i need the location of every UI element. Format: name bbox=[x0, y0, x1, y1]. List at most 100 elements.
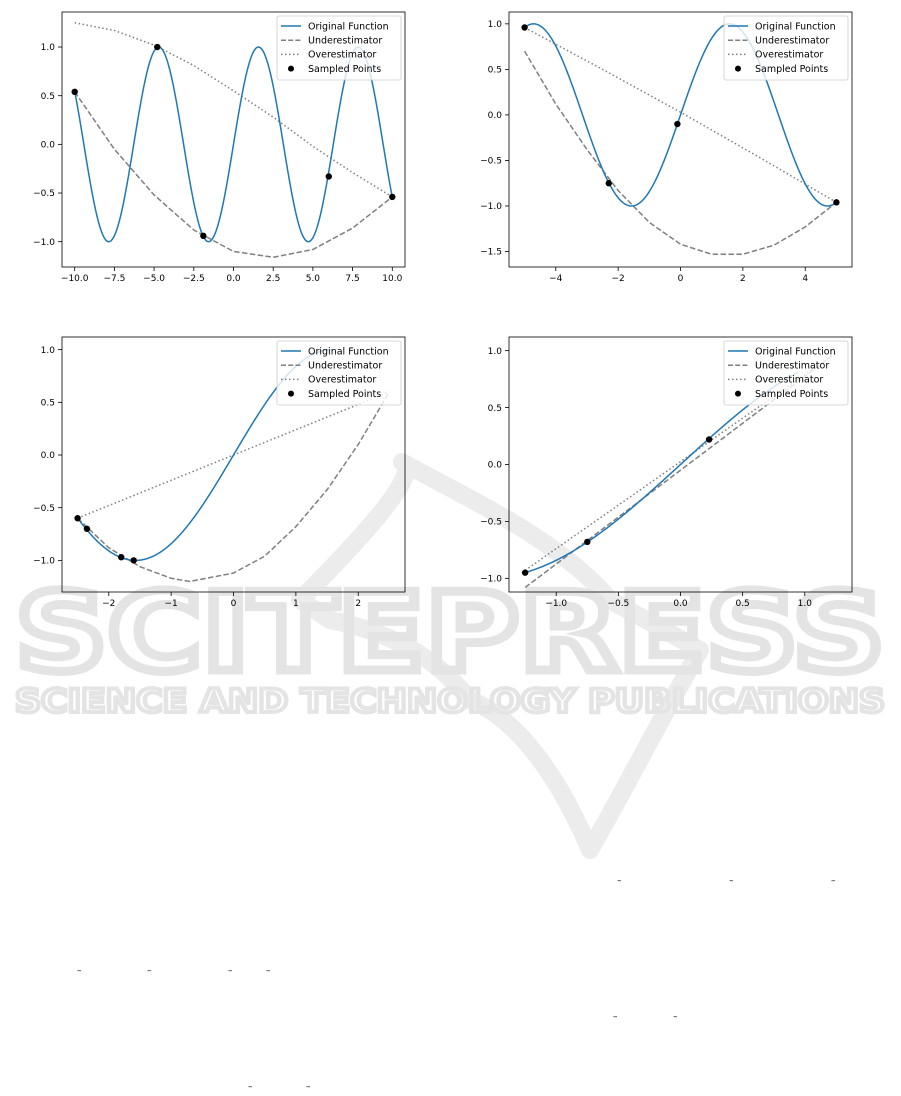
x-tick-label: 0 bbox=[678, 274, 684, 284]
sampled-point bbox=[833, 199, 840, 206]
plot-frame bbox=[61, 336, 406, 593]
legend-label: Sampled Points bbox=[755, 64, 828, 75]
legend-label: Underestimator bbox=[755, 361, 829, 372]
x-tick-label: −10.0 bbox=[61, 274, 89, 284]
legend-label: Overestimator bbox=[755, 50, 823, 61]
y-tick-label: 1.0 bbox=[41, 43, 56, 53]
x-tick-label: −5.0 bbox=[143, 274, 165, 284]
x-tick-label: −1.0 bbox=[545, 599, 567, 609]
sampled-point bbox=[674, 120, 681, 128]
y-tick-label: 0.0 bbox=[488, 111, 503, 121]
underestimator-line bbox=[77, 391, 391, 583]
legend-box bbox=[276, 340, 402, 406]
legend-label: Overestimator bbox=[308, 50, 376, 61]
x-tick-label: 1.0 bbox=[798, 599, 813, 609]
x-tick-label: 2.5 bbox=[266, 274, 280, 284]
x-tick-label: 0 bbox=[231, 599, 237, 609]
y-tick-label: −1.0 bbox=[33, 557, 55, 567]
y-tick-label: −1.0 bbox=[33, 238, 55, 248]
y-tick-label: 0.0 bbox=[41, 451, 56, 461]
sampled-point bbox=[521, 569, 529, 576]
chart-sin-range-5: −4 −2 0 2 4 −1.5 −1.0 −0.5 0.0 0.5 1.0 Original Fun… bbox=[480, 11, 853, 284]
chart-sin-range-10: −10.0 −7.5 −5.0 −2.5 0.0 2.5 5.0 7.5 10.0 −1.0 −0.… bbox=[33, 11, 406, 284]
sampled-point bbox=[130, 557, 137, 564]
x-tick-label: −2 bbox=[102, 599, 115, 609]
y-tick-label: 0.5 bbox=[41, 399, 55, 409]
text-mark: – bbox=[729, 876, 734, 886]
y-tick-label: 0.5 bbox=[41, 92, 55, 102]
chart-sin-range-1-25: −1.0 −0.5 0.0 0.5 1.0 −1.0 −0.5 0.0 0.5 1.0 Origin… bbox=[480, 336, 853, 609]
plot-frame bbox=[61, 11, 406, 268]
x-tick-label: 0.0 bbox=[226, 274, 241, 284]
legend-label: Sampled Points bbox=[755, 389, 828, 400]
underestimator-line bbox=[523, 50, 837, 255]
y-tick-label: −1.5 bbox=[480, 248, 502, 258]
text-mark: – bbox=[228, 966, 233, 976]
x-tick-label: −0.5 bbox=[607, 599, 629, 609]
legend-box bbox=[723, 15, 849, 81]
y-tick-label: 1.0 bbox=[488, 20, 503, 30]
legend-label: Underestimator bbox=[755, 36, 829, 47]
sampled-point bbox=[521, 24, 528, 31]
original-function-line bbox=[524, 23, 837, 207]
y-tick-label: −0.5 bbox=[33, 189, 55, 199]
y-tick-label: −0.5 bbox=[480, 518, 502, 528]
y-tick-label: 0.5 bbox=[488, 66, 502, 76]
legend: Original Function Underestimator Overestim… bbox=[276, 15, 402, 81]
legend: Original Function Underestimator Overestim… bbox=[723, 340, 849, 406]
y-tick-label: −0.5 bbox=[33, 504, 55, 514]
x-tick-label: −2 bbox=[611, 274, 624, 284]
legend-label: Original Function bbox=[308, 346, 389, 357]
y-tick-label: 0.5 bbox=[488, 404, 502, 414]
y-tick-label: 1.0 bbox=[488, 347, 503, 357]
x-tick-label: −7.5 bbox=[103, 274, 125, 284]
chart-sin-range-2-5: −2 −1 0 1 2 −1.0 −0.5 0.0 0.5 1.0 Original Functio… bbox=[33, 336, 406, 609]
x-tick-label: 7.5 bbox=[345, 274, 359, 284]
x-tick-label: 2 bbox=[740, 274, 746, 284]
y-tick-label: 0.0 bbox=[41, 141, 56, 151]
legend-label: Sampled Points bbox=[308, 389, 381, 400]
x-tick-label: −4 bbox=[549, 274, 563, 284]
x-tick-label: 2 bbox=[355, 599, 361, 609]
underestimator-line bbox=[74, 91, 393, 259]
x-tick-label: 0.0 bbox=[673, 599, 688, 609]
text-mark: – bbox=[306, 1082, 311, 1092]
y-tick-label: −1.0 bbox=[480, 202, 502, 212]
x-tick-label: −2.5 bbox=[183, 274, 205, 284]
text-mark: – bbox=[147, 966, 152, 976]
legend-label: Original Function bbox=[308, 21, 389, 32]
sampled-point bbox=[200, 232, 207, 240]
legend-box bbox=[276, 15, 402, 81]
sampled-point bbox=[71, 88, 78, 96]
sampled-point bbox=[74, 515, 81, 522]
sampled-point bbox=[325, 173, 332, 180]
plot-frame bbox=[508, 336, 853, 593]
legend: Original Function Underestimator Overestim… bbox=[276, 340, 402, 406]
text-mark: – bbox=[248, 1082, 253, 1092]
legend-points-swatch bbox=[735, 390, 741, 397]
sampled-point bbox=[705, 436, 713, 443]
x-tick-label: 1 bbox=[293, 599, 299, 609]
y-tick-label: 0.0 bbox=[488, 461, 503, 471]
legend-label: Original Function bbox=[755, 21, 836, 32]
sampled-point bbox=[605, 180, 612, 187]
sampled-point bbox=[154, 43, 161, 51]
legend-points-swatch bbox=[288, 65, 294, 72]
legend-box bbox=[723, 340, 849, 406]
legend-label: Underestimator bbox=[308, 36, 382, 47]
x-tick-label: 0.5 bbox=[735, 599, 749, 609]
original-function-line bbox=[73, 46, 394, 243]
legend-label: Sampled Points bbox=[308, 64, 381, 75]
legend: Original Function Underestimator Overestim… bbox=[723, 15, 849, 81]
text-mark: – bbox=[266, 966, 271, 976]
plot-frame bbox=[508, 11, 853, 268]
legend-points-swatch bbox=[288, 390, 294, 397]
text-mark: – bbox=[831, 876, 836, 886]
legend-label: Original Function bbox=[755, 346, 836, 357]
legend-label: Overestimator bbox=[755, 375, 823, 386]
x-tick-label: 10.0 bbox=[382, 274, 402, 284]
legend-label: Underestimator bbox=[308, 361, 382, 372]
legend-points-swatch bbox=[735, 65, 741, 72]
sampled-point bbox=[584, 538, 591, 546]
